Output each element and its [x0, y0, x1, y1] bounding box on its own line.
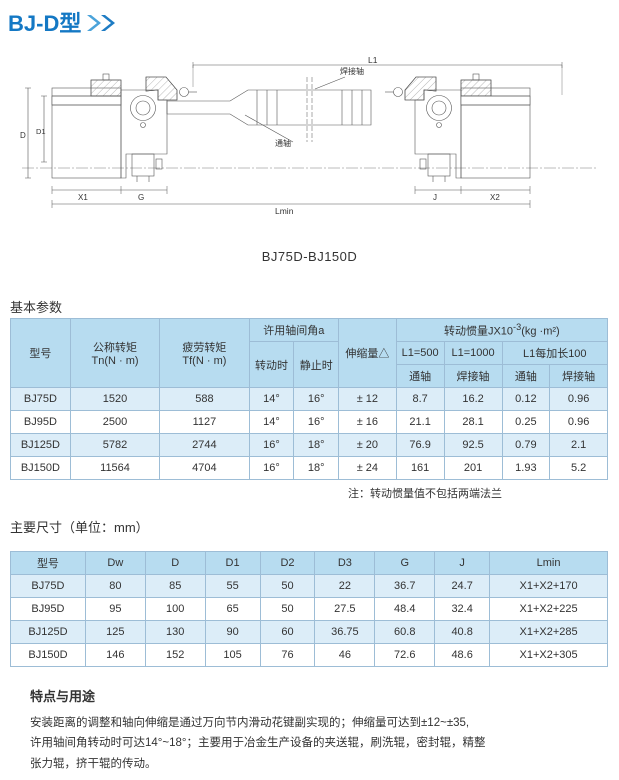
- svg-text:X2: X2: [490, 193, 500, 202]
- svg-text:D1: D1: [36, 127, 46, 136]
- svg-text:Lmin: Lmin: [275, 206, 294, 216]
- svg-text:焊接轴: 焊接轴: [340, 66, 364, 76]
- svg-text:L1: L1: [368, 55, 378, 65]
- svg-text:X1: X1: [78, 193, 88, 202]
- svg-text:D: D: [20, 131, 26, 140]
- svg-text:J: J: [433, 193, 437, 202]
- svg-text:G: G: [138, 193, 144, 202]
